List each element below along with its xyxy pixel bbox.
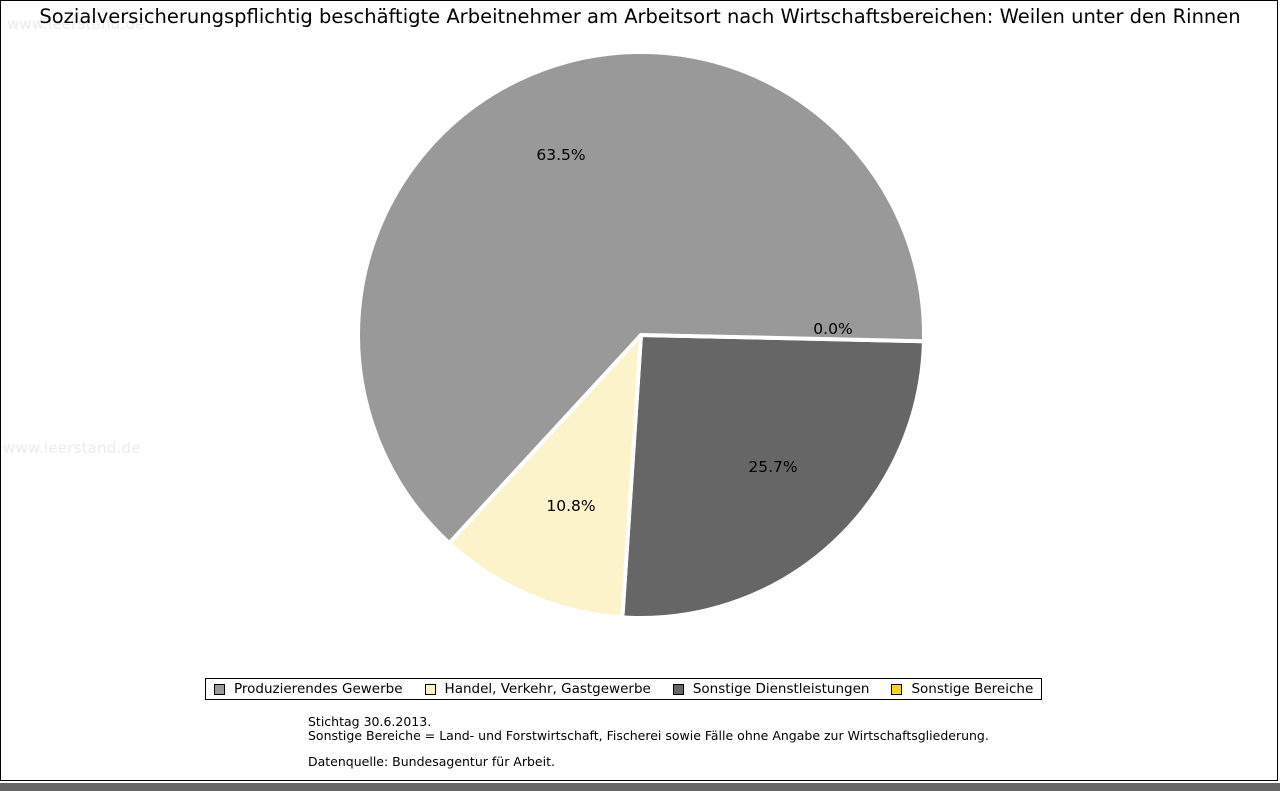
legend-swatch-sonstige-dienstleistungen xyxy=(672,683,684,695)
legend-item-handel-verkehr-gastgewerbe[interactable]: Handel, Verkehr, Gastgewerbe xyxy=(424,681,651,697)
chart-legend: Produzierendes Gewerbe Handel, Verkehr, … xyxy=(205,678,1043,700)
footnote-stichtag: Stichtag 30.6.2013. xyxy=(308,714,432,729)
watermark-middle: www.leerstand.de xyxy=(3,439,141,457)
legend-item-produzierendes-gewerbe[interactable]: Produzierendes Gewerbe xyxy=(214,681,403,697)
legend-swatch-produzierendes-gewerbe xyxy=(214,683,225,695)
page-title: Sozialversicherungspflichtig beschäftigt… xyxy=(39,5,1241,28)
pie-slice-label: 25.7% xyxy=(748,458,797,476)
legend-label-handel-verkehr-gastgewerbe: Handel, Verkehr, Gastgewerbe xyxy=(444,681,651,697)
legend-item-sonstige-dienstleistungen[interactable]: Sonstige Dienstleistungen xyxy=(672,681,870,697)
footnote-datenquelle: Datenquelle: Bundesagentur für Arbeit. xyxy=(308,754,555,769)
legend-label-produzierendes-gewerbe: Produzierendes Gewerbe xyxy=(234,681,403,697)
pie-slice[interactable] xyxy=(446,329,644,620)
legend-label-sonstige-dienstleistungen: Sonstige Dienstleistungen xyxy=(692,681,870,697)
pie-slice-label: 63.5% xyxy=(536,146,585,164)
pie-chart-svg: 0.0% 25.7% 10.8% 63.5% xyxy=(356,50,927,620)
right-edge-filler xyxy=(1278,0,1280,783)
pie-slice[interactable] xyxy=(620,332,926,620)
pie-slice-group xyxy=(356,50,927,620)
legend-item-sonstige-bereiche[interactable]: Sonstige Bereiche xyxy=(891,681,1033,697)
pie-chart: 0.0% 25.7% 10.8% 63.5% xyxy=(1,1,1277,661)
pie-slice-label: 0.0% xyxy=(813,320,852,338)
legend-label-sonstige-bereiche: Sonstige Bereiche xyxy=(911,681,1034,697)
pie-slice[interactable] xyxy=(356,50,926,546)
watermark-top: www.leerstand.de xyxy=(7,15,145,33)
footnote-sonstige-bereiche-definition: Sonstige Bereiche = Land- und Forstwirts… xyxy=(308,728,989,743)
legend-swatch-sonstige-bereiche xyxy=(891,683,903,695)
pie-label-group: 0.0% 25.7% 10.8% 63.5% xyxy=(536,146,852,515)
bottom-bar xyxy=(0,783,1280,791)
legend-swatch-handel-verkehr-gastgewerbe xyxy=(424,683,436,695)
pie-slice-label: 10.8% xyxy=(546,497,595,515)
